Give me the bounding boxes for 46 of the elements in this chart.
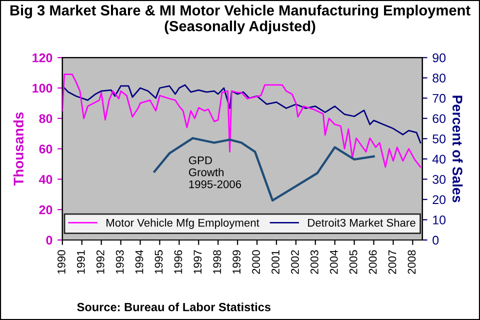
y2-tick-label: 50	[432, 134, 446, 144]
y-tick-label: 60	[39, 144, 52, 154]
x-tick-label: 2001	[272, 250, 280, 274]
x-tick-label: 2003	[310, 250, 318, 274]
x-tick-label: 2004	[330, 250, 338, 274]
x-tick-label: 2006	[368, 250, 377, 274]
y2-axis-title: Percent of Sales	[452, 96, 463, 202]
annotation: GPD Growth 1995-2006	[188, 156, 242, 188]
x-tick-label: 1992	[96, 250, 104, 274]
y-tick-label: 40	[38, 175, 52, 184]
source-note: Source: Bureau of Labor Statistics	[77, 302, 270, 312]
x-tick-label: 1996	[174, 250, 182, 274]
line-series	[62, 84, 422, 144]
x-tick-label: 1991	[76, 250, 85, 274]
y-tick-label: 100	[32, 84, 52, 93]
line-series	[153, 137, 375, 202]
x-tick-label: 1998	[213, 250, 222, 274]
y-tick-label: 80	[39, 114, 52, 124]
y2-tick-label: 10	[433, 216, 446, 224]
y-tick-label: 20	[39, 205, 52, 214]
y2-tick-label: 60	[432, 114, 446, 124]
y-tick-label: 120	[32, 53, 52, 62]
line-series	[62, 74, 422, 168]
y-axis-title: Thousands	[13, 112, 24, 186]
x-tick-label: 1997	[194, 250, 202, 274]
y2-tick-label: 90	[432, 53, 446, 62]
x-tick-label: 1990	[58, 250, 66, 274]
legend-label: Detroit3 Market Share	[308, 218, 416, 227]
x-tick-label: 2000	[252, 250, 260, 274]
x-tick-label: 2007	[388, 250, 396, 274]
y2-tick-label: 0	[432, 236, 439, 245]
x-tick-label: 2008	[408, 250, 416, 274]
y2-tick-label: 70	[432, 94, 446, 103]
y2-tick-label: 80	[432, 74, 446, 83]
y2-tick-label: 20	[432, 195, 446, 204]
y2-tick-label: 30	[432, 175, 446, 184]
y-tick-label: 0	[46, 236, 52, 245]
x-tick-label: 2005	[349, 250, 358, 274]
y2-tick-label: 40	[432, 154, 446, 164]
x-tick-label: 2002	[291, 250, 299, 274]
x-tick-label: 1994	[135, 250, 144, 274]
x-tick-label: 1995	[154, 250, 163, 274]
chart-title: Big 3 Market Share & MI Motor Vehicle Manufacturing Employment (Seasonally Adjusted)	[10, 4, 470, 34]
x-tick-label: 1999	[232, 250, 241, 274]
x-tick-label: 1993	[116, 250, 124, 274]
legend-label: Motor Vehicle Mfg Employment	[106, 218, 260, 229]
